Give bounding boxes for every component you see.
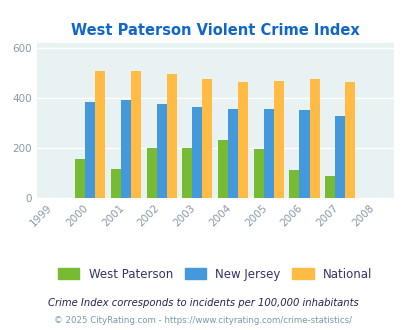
- Bar: [85, 102, 95, 198]
- Title: West Paterson Violent Crime Index: West Paterson Violent Crime Index: [70, 22, 359, 38]
- Bar: [75, 159, 85, 198]
- Bar: [166, 75, 176, 198]
- Bar: [217, 141, 228, 198]
- Bar: [309, 80, 319, 198]
- Bar: [182, 148, 192, 198]
- Bar: [253, 149, 263, 198]
- Bar: [237, 82, 247, 198]
- Bar: [111, 169, 121, 198]
- Legend: West Paterson, New Jersey, National: West Paterson, New Jersey, National: [53, 263, 376, 285]
- Bar: [324, 176, 335, 198]
- Text: Crime Index corresponds to incidents per 100,000 inhabitants: Crime Index corresponds to incidents per…: [47, 298, 358, 308]
- Text: © 2025 CityRating.com - https://www.cityrating.com/crime-statistics/: © 2025 CityRating.com - https://www.city…: [54, 316, 351, 325]
- Bar: [344, 82, 354, 198]
- Bar: [192, 108, 202, 198]
- Bar: [146, 148, 156, 198]
- Bar: [228, 109, 237, 198]
- Bar: [95, 71, 105, 198]
- Bar: [202, 79, 212, 198]
- Bar: [130, 71, 141, 198]
- Bar: [289, 170, 299, 198]
- Bar: [299, 110, 309, 198]
- Bar: [263, 109, 273, 198]
- Bar: [156, 104, 166, 198]
- Bar: [121, 100, 130, 198]
- Bar: [335, 116, 344, 198]
- Bar: [273, 81, 283, 198]
